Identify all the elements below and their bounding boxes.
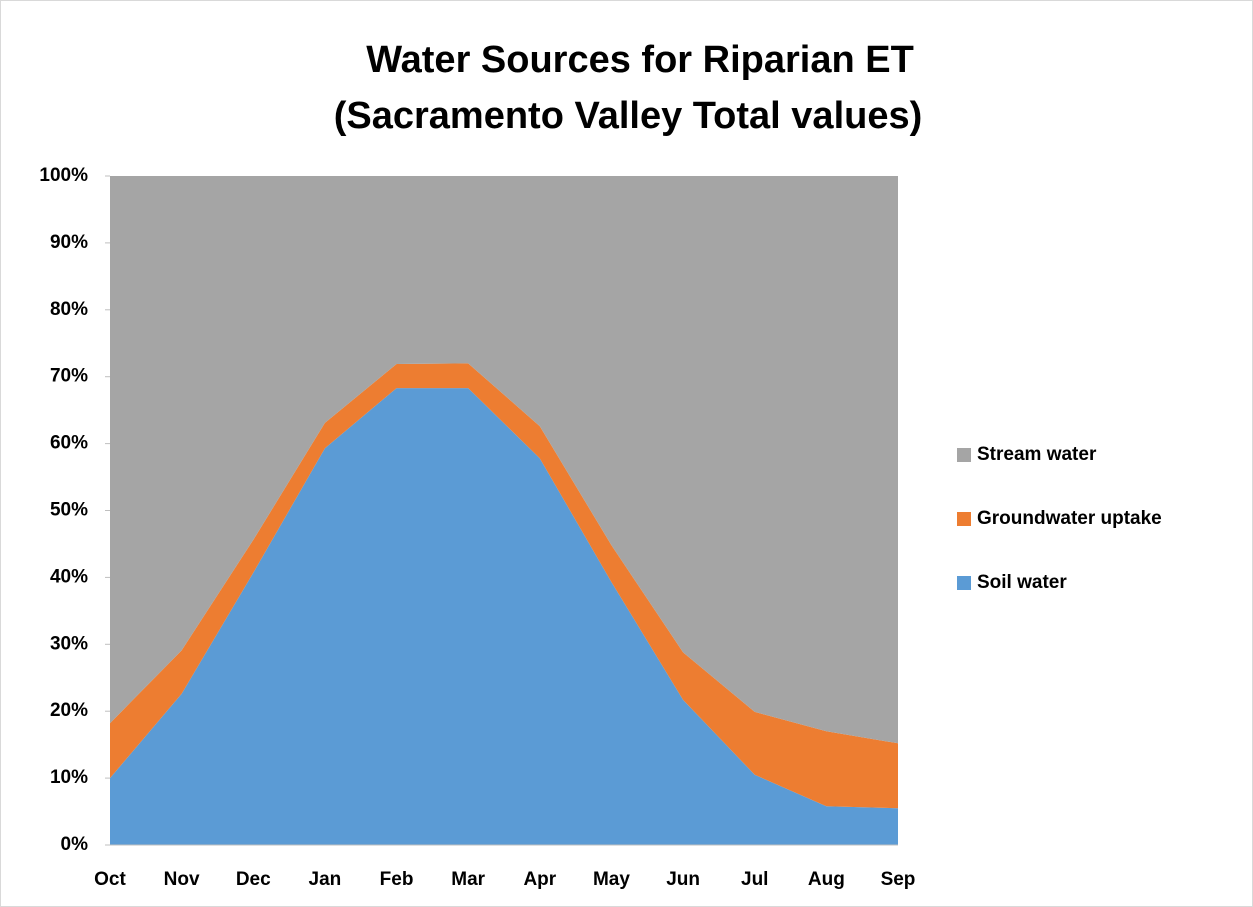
area: [110, 363, 898, 809]
legend-label: Groundwater uptake: [977, 508, 1162, 529]
y-tick-label: 0%: [61, 834, 89, 855]
y-tick-label: 90%: [50, 232, 88, 253]
legend-label: Stream water: [977, 444, 1097, 465]
legend-swatch: [957, 512, 971, 526]
legend-label: Soil water: [977, 572, 1067, 593]
y-tick-label: 20%: [50, 700, 88, 721]
y-tick-label: 40%: [50, 566, 88, 587]
area: [110, 176, 898, 744]
y-tick-label: 50%: [50, 500, 88, 521]
y-tick-label: 30%: [50, 633, 88, 654]
x-tick-label: May: [593, 869, 630, 890]
y-tick-label: 100%: [39, 165, 88, 186]
legend-swatch: [957, 448, 971, 462]
x-tick-label: Feb: [380, 869, 414, 890]
y-tick-label: 80%: [50, 299, 88, 320]
area: [110, 388, 898, 845]
x-tick-label: Jun: [666, 869, 700, 890]
y-tick-label: 60%: [50, 433, 88, 454]
x-tick-label: Apr: [523, 869, 556, 890]
chart-title: Water Sources for Riparian ET: [366, 39, 914, 81]
y-tick-label: 10%: [50, 767, 88, 788]
y-tick-label: 70%: [50, 366, 88, 387]
x-tick-label: Nov: [164, 869, 200, 890]
chart-subtitle: (Sacramento Valley Total values): [334, 95, 923, 137]
x-tick-label: Jul: [741, 869, 768, 890]
x-tick-label: Sep: [881, 869, 916, 890]
x-tick-label: Jan: [309, 869, 342, 890]
x-tick-label: Mar: [451, 869, 485, 890]
x-tick-label: Aug: [808, 869, 845, 890]
x-tick-label: Dec: [236, 869, 271, 890]
x-tick-label: Oct: [94, 869, 126, 890]
legend-swatch: [957, 576, 971, 590]
